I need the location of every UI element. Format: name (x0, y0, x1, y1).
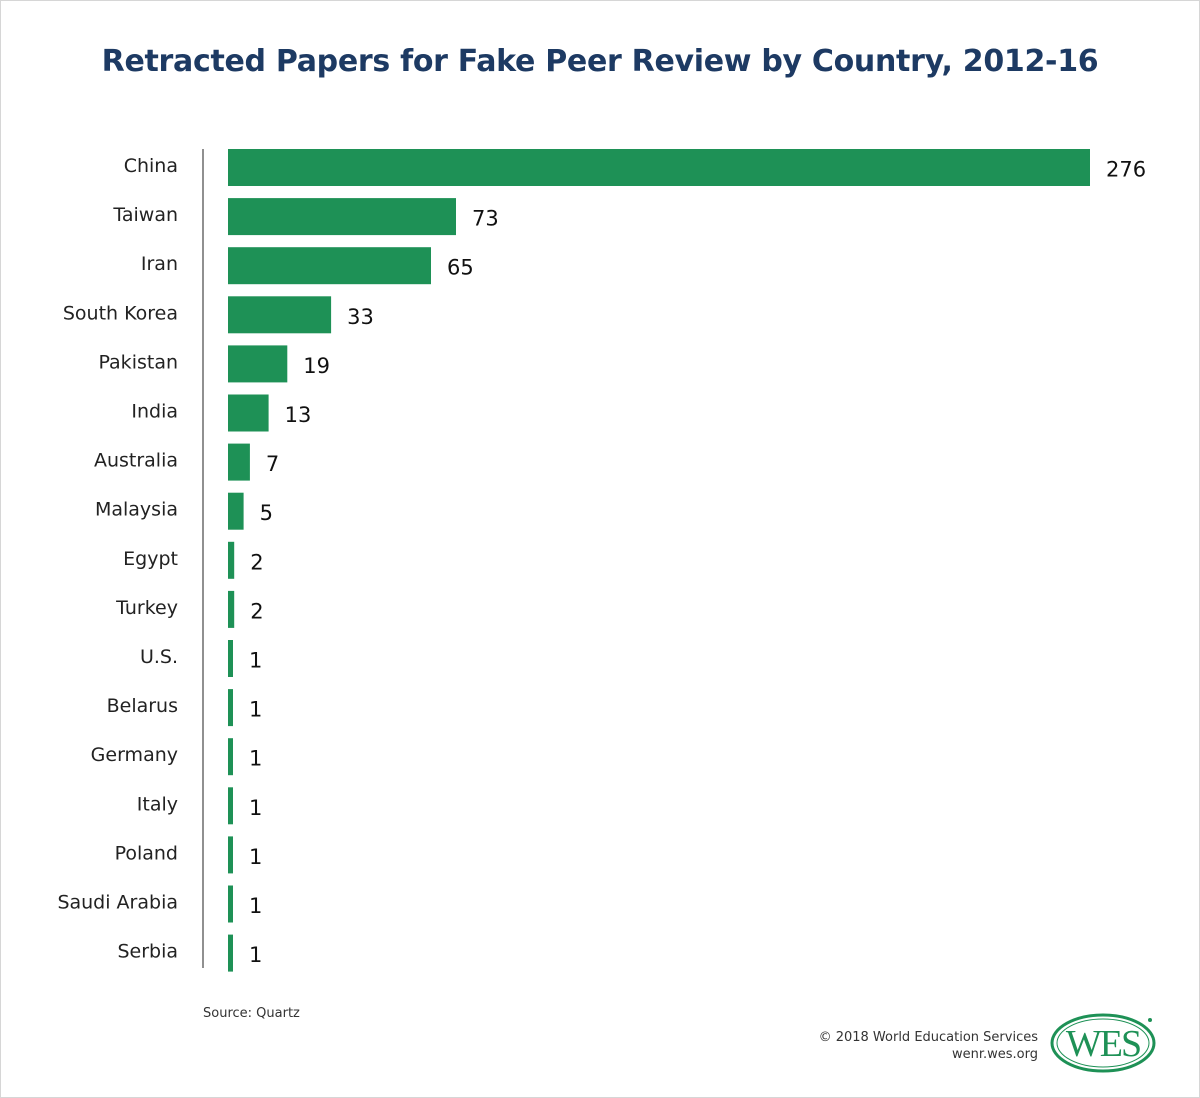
value-label-iran: 65 (447, 256, 474, 280)
bar-china (228, 149, 1090, 186)
bar-u-s (228, 640, 233, 677)
category-label-pakistan: Pakistan (98, 351, 178, 373)
value-label-australia: 7 (266, 452, 279, 476)
copyright-block: © 2018 World Education Services wenr.wes… (819, 1029, 1038, 1063)
value-label-belarus: 1 (249, 698, 262, 722)
value-label-u-s: 1 (249, 649, 262, 673)
bar-taiwan (228, 198, 456, 236)
value-label-turkey: 2 (250, 599, 263, 623)
bar-iran (228, 247, 431, 285)
value-label-italy: 1 (249, 796, 262, 820)
bar-turkey (228, 590, 235, 628)
category-label-egypt: Egypt (123, 548, 178, 570)
category-label-iran: Iran (141, 253, 178, 275)
category-label-australia: Australia (94, 450, 178, 472)
bar-germany (228, 738, 233, 776)
category-label-taiwan: Taiwan (112, 204, 178, 226)
category-label-u-s: U.S. (140, 646, 178, 668)
website-text: wenr.wes.org (951, 1047, 1038, 1062)
value-label-india: 13 (285, 403, 312, 427)
bar-saudi-arabia (228, 885, 233, 923)
bar-australia (228, 443, 250, 481)
category-label-serbia: Serbia (117, 941, 178, 963)
bar-egypt (228, 541, 235, 579)
category-label-turkey: Turkey (115, 597, 178, 619)
logo-dot (1148, 1018, 1152, 1022)
category-label-south-korea: South Korea (63, 302, 178, 324)
bar-italy (228, 787, 233, 825)
bar-pakistan (228, 345, 288, 383)
value-label-egypt: 2 (250, 550, 263, 574)
logo-text: WES (1066, 1023, 1140, 1065)
chart-title: Retracted Papers for Fake Peer Review by… (101, 44, 1099, 79)
bar-serbia (228, 934, 233, 972)
value-label-pakistan: 19 (303, 354, 330, 378)
value-label-malaysia: 5 (260, 501, 273, 525)
category-label-belarus: Belarus (107, 695, 178, 717)
logo-ring-outer (1050, 1013, 1156, 1073)
category-label-germany: Germany (91, 744, 178, 766)
category-label-poland: Poland (115, 842, 178, 864)
value-label-poland: 1 (249, 845, 262, 869)
category-label-india: India (131, 401, 178, 423)
value-label-south-korea: 33 (347, 305, 374, 329)
source-note: Source: Quartz (203, 1006, 300, 1021)
category-label-china: China (124, 155, 178, 177)
copyright-text: © 2018 World Education Services (818, 1030, 1038, 1045)
bar-south-korea (228, 296, 332, 334)
category-label-italy: Italy (137, 793, 178, 815)
bar-poland (228, 836, 233, 874)
value-label-china: 276 (1106, 158, 1146, 182)
logo-ring-inner (1056, 1018, 1150, 1068)
category-label-saudi-arabia: Saudi Arabia (57, 892, 178, 914)
value-label-saudi-arabia: 1 (249, 894, 262, 918)
value-label-germany: 1 (249, 747, 262, 771)
bar-india (228, 394, 269, 432)
bar-belarus (228, 689, 233, 727)
value-label-serbia: 1 (249, 943, 262, 967)
category-label-malaysia: Malaysia (95, 499, 178, 521)
bar-malaysia (228, 492, 244, 530)
value-label-taiwan: 73 (472, 207, 499, 231)
wes-logo: WES (1050, 1013, 1156, 1073)
